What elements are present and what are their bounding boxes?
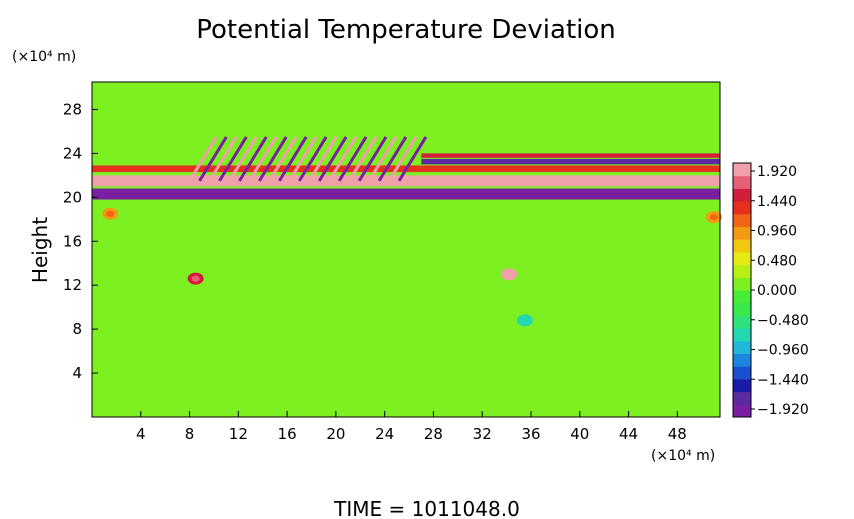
wave-streak-12 (307, 136, 338, 182)
wave-streak-10 (288, 136, 318, 182)
wave-streak-19 (377, 136, 408, 182)
heatmap-band-4 (421, 153, 720, 158)
colorbar-swatch-17 (733, 188, 751, 202)
wave-streak-5 (238, 136, 268, 182)
heatmap-blob-core-6 (505, 271, 514, 278)
heatmap-blob-core-5 (191, 275, 200, 282)
colorbar-label-1: 1.440 (757, 194, 797, 210)
colorbar-label-8: −1.920 (757, 402, 809, 418)
wave-streak-13 (317, 136, 348, 182)
wave-streak-7 (258, 136, 288, 182)
y-axis: 4 8 12 16 20 24 28 (63, 100, 98, 382)
x-tick-label-3: 16 (278, 425, 297, 443)
x-tick-label-11: 48 (668, 425, 687, 443)
colorbar-swatch-3 (733, 366, 751, 380)
x-tick-label-4: 20 (326, 425, 345, 443)
wave-streak-14 (327, 136, 358, 182)
plot-frame (91, 81, 721, 418)
wave-streak-3 (218, 136, 248, 182)
y-tick-label-3: 16 (63, 232, 82, 250)
time-label: TIME = 1011048.0 (333, 497, 520, 519)
x-tick-label-1: 8 (185, 425, 195, 443)
colorbar-label-3: 0.480 (757, 253, 797, 269)
colorbar-swatch-7 (733, 315, 751, 329)
y-tick-label-2: 12 (63, 276, 82, 294)
wave-streak-11 (298, 136, 328, 182)
colorbar-label-7: −1.440 (757, 372, 809, 388)
colorbar-swatch-4 (733, 353, 751, 367)
wave-streak-16 (347, 136, 378, 182)
colorbar-swatch-5 (733, 340, 751, 354)
wave-streak-8 (268, 136, 298, 182)
heatmap-band-3 (421, 158, 720, 165)
x-tick-label-9: 40 (570, 425, 589, 443)
wave-streak-15 (337, 136, 368, 182)
wave-region (188, 136, 428, 182)
colorbar: 1.920 1.440 0.960 0.480 0.000 −0.480 −0.960 −1.… (732, 162, 809, 418)
y-tick-label-5: 24 (63, 144, 82, 162)
wave-streak-1 (198, 136, 228, 182)
heatmap-blob-core-8 (106, 210, 115, 217)
x-axis: 4 8 12 16 20 24 28 32 36 40 44 48 (136, 411, 687, 443)
colorbar-label-5: −0.480 (757, 313, 809, 329)
y-tick-label-6: 28 (63, 100, 82, 118)
y-tick-label-4: 20 (63, 188, 82, 206)
x-tick-label-0: 4 (136, 425, 146, 443)
wave-streak-18 (367, 136, 398, 182)
colorbar-swatch-13 (733, 239, 751, 253)
colorbar-swatch-19 (733, 163, 751, 177)
y-tick-label-1: 8 (72, 320, 82, 338)
x-tick-label-2: 12 (229, 425, 248, 443)
heatmap-background (92, 82, 720, 417)
x-tick-label-5: 24 (375, 425, 394, 443)
wave-streak-17 (357, 136, 388, 182)
colorbar-swatch-9 (733, 290, 751, 304)
colorbar-swatch-10 (733, 277, 751, 291)
colorbar-label-6: −0.960 (757, 343, 809, 359)
colorbar-swatch-12 (733, 251, 751, 266)
wave-streak-6 (248, 136, 278, 182)
colorbar-swatch-18 (733, 175, 751, 189)
wave-streak-20 (387, 136, 418, 182)
x-tick-label-6: 28 (424, 425, 443, 443)
plot-area (91, 81, 722, 418)
chart-title: Potential Temperature Deviation (196, 15, 616, 45)
heatmap-band-0 (92, 175, 720, 187)
x-tick-label-10: 44 (619, 425, 638, 443)
heatmap-band-1 (92, 188, 720, 200)
wave-streak-4 (228, 136, 258, 182)
colorbar-swatch-11 (733, 264, 751, 278)
colorbar-label-2: 0.960 (757, 224, 797, 240)
wave-streak-0 (188, 136, 218, 182)
wave-streak-9 (278, 136, 308, 182)
wave-streak-21 (397, 136, 428, 182)
colorbar-label-4: 0.000 (757, 283, 797, 299)
y-tick-label-0: 4 (72, 364, 82, 382)
colorbar-swatch-8 (733, 302, 751, 316)
colorbar-label-0: 1.920 (757, 164, 797, 180)
wave-streak-2 (208, 136, 238, 182)
colorbar-swatch-15 (733, 213, 751, 227)
colorbar-swatch-6 (733, 328, 751, 342)
x-tick-label-7: 32 (473, 425, 492, 443)
x-axis-unit: (×10⁴ m) (651, 448, 715, 464)
y-axis-label: Height (28, 217, 52, 283)
heatmap-blob-core-7 (520, 317, 529, 324)
y-axis-unit: (×10⁴ m) (12, 49, 76, 65)
heatmap-blob-core-9 (709, 214, 718, 221)
colorbar-swatch-1 (733, 391, 751, 405)
colorbar-swatch-0 (733, 404, 751, 418)
colorbar-swatch-2 (733, 378, 751, 393)
colorbar-swatch-14 (733, 226, 751, 240)
x-tick-label-8: 36 (521, 425, 540, 443)
colorbar-swatch-16 (733, 201, 751, 215)
